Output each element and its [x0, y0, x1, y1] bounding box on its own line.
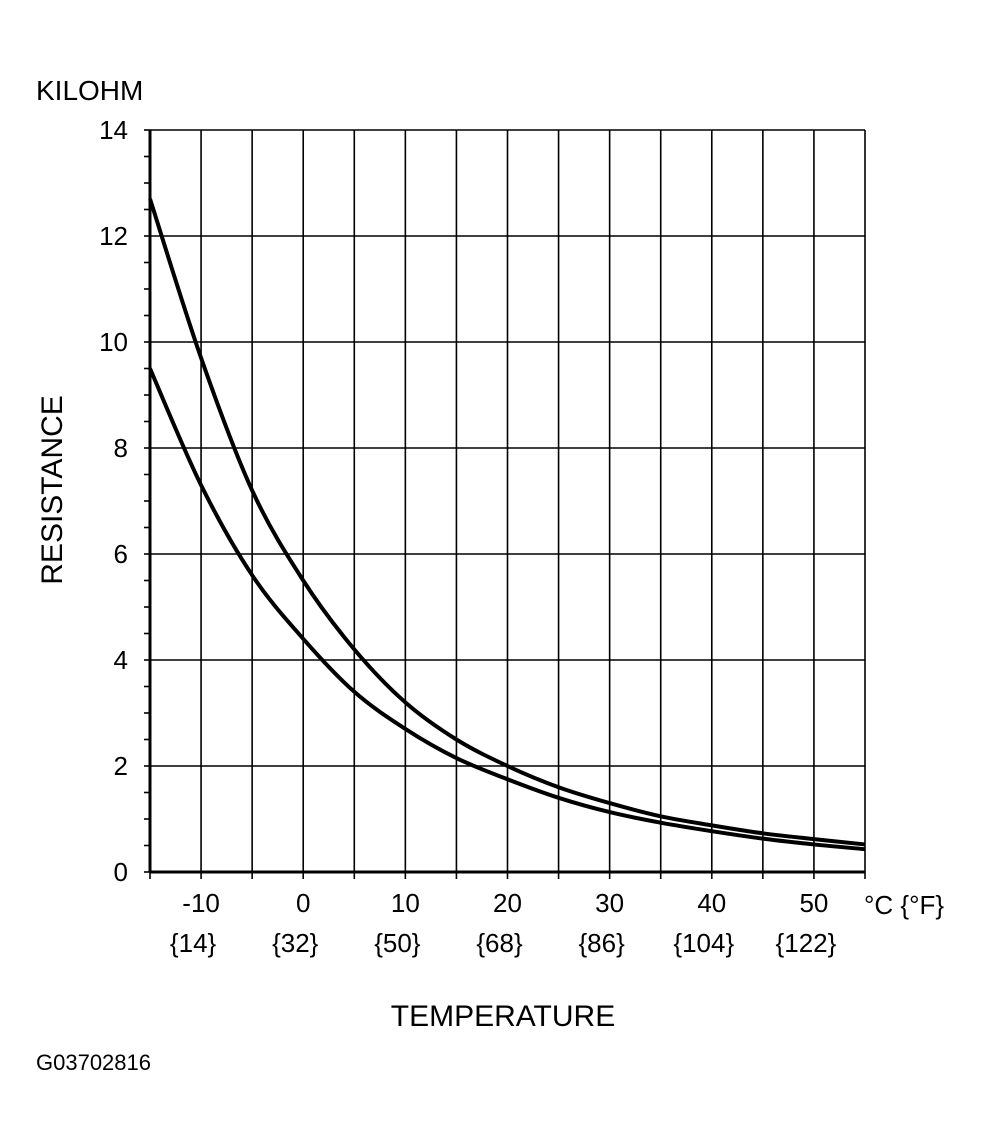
- x-unit-label: °C {°F}: [864, 890, 944, 920]
- axes: [148, 130, 865, 874]
- x-tick-label-celsius: 50: [799, 888, 828, 918]
- x-tick-labels: -10 {14} 0 {32} 10 {50} 20 {68} 30 {86} 40 {104} 50 {…: [170, 888, 837, 958]
- y-axis-title: RESISTANCE: [36, 395, 69, 584]
- x-tick-label-fahrenheit: {68}: [476, 928, 523, 958]
- x-tick-label-fahrenheit: {50}: [374, 928, 421, 958]
- y-unit-label: KILOHM: [36, 75, 143, 106]
- x-tick-label-celsius: 40: [697, 888, 726, 918]
- y-tick-label: 6: [114, 539, 128, 569]
- x-tick-label-celsius: 20: [493, 888, 522, 918]
- x-tick-label-celsius: 30: [595, 888, 624, 918]
- y-tick-label: 10: [99, 327, 128, 357]
- series-line-2: [148, 367, 866, 852]
- y-tick-label: 12: [99, 221, 128, 251]
- x-tick-label-fahrenheit: {104}: [673, 928, 734, 958]
- y-tick-label: 0: [114, 857, 128, 887]
- y-tick-label: 2: [114, 751, 128, 781]
- x-tick-label-fahrenheit: {122}: [776, 928, 837, 958]
- y-tick-label: 14: [99, 115, 128, 145]
- x-tick-label-fahrenheit: {86}: [578, 928, 625, 958]
- x-tick-label-celsius: 0: [296, 888, 310, 918]
- x-axis-title: TEMPERATURE: [391, 1000, 615, 1033]
- y-tick-label: 8: [114, 433, 128, 463]
- figure-id: G03702816: [36, 1050, 151, 1075]
- series-lines: [148, 198, 866, 852]
- series-line-1: [148, 198, 866, 847]
- x-tick-label-celsius: 10: [391, 888, 420, 918]
- y-tick-label: 4: [114, 645, 128, 675]
- x-tick-label-fahrenheit: {32}: [272, 928, 319, 958]
- y-tick-labels: 0 2 4 6 8 10 12 14: [99, 115, 128, 887]
- x-tick-label-celsius: -10: [182, 888, 220, 918]
- x-tick-label-fahrenheit: {14}: [170, 928, 217, 958]
- grid: [149, 129, 866, 873]
